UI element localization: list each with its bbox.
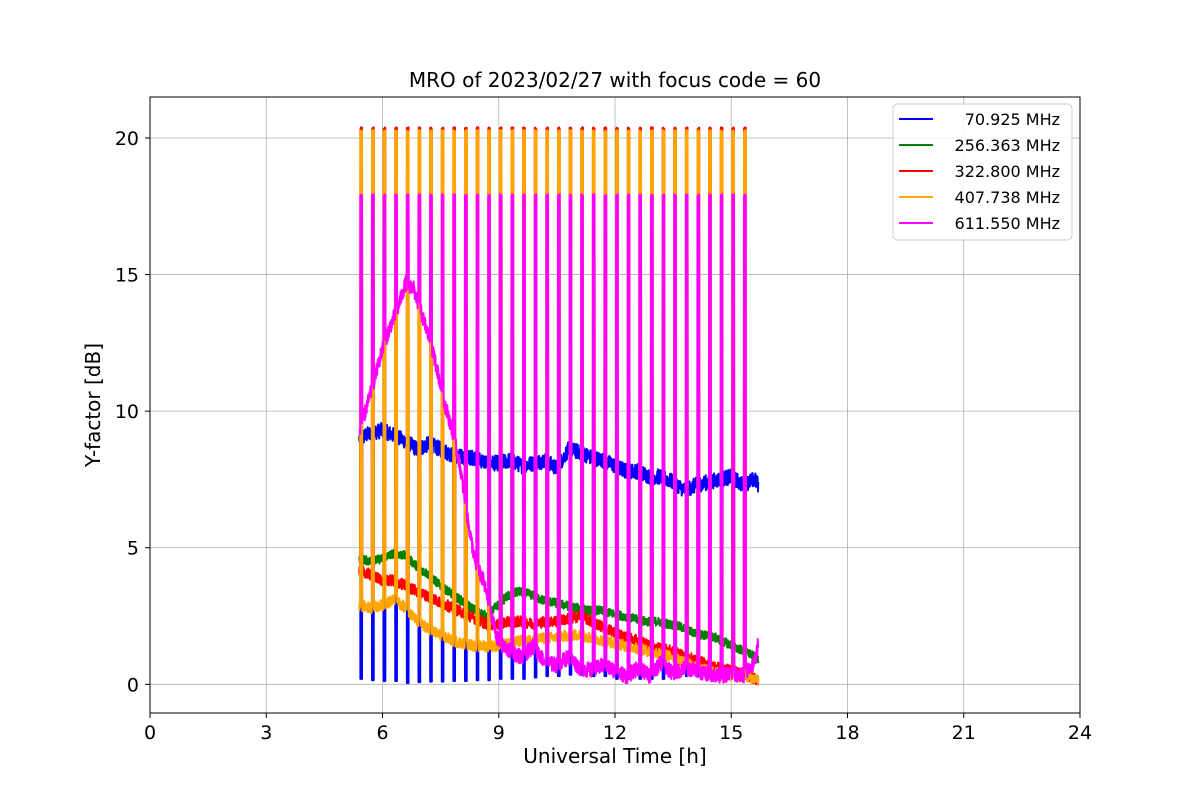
series-line-4 [358,193,760,685]
legend-label: 611.550 MHz [955,214,1060,233]
x-tick-label: 9 [493,722,505,744]
legend: 70.925 MHz 256.363 MHz 322.800 MHz 407.738 … [892,103,1073,241]
legend-label: 256.363 MHz [955,136,1060,155]
x-tick-label: 0 [144,722,156,744]
y-tick-label: 20 [115,128,139,150]
x-tick-label: 24 [1068,722,1092,744]
y-tick-label: 15 [115,265,139,287]
series-line-0 [358,422,760,684]
x-tick-label: 18 [835,722,859,744]
axis-ticks: 0 3 6 9 12 15 18 21 24 0 5 10 15 20 [115,128,1092,744]
x-tick-label: 3 [260,722,272,744]
legend-box [892,103,1073,241]
y-tick-label: 0 [127,674,139,696]
x-tick-label: 15 [719,722,743,744]
x-tick-label: 12 [603,722,627,744]
legend-label: 322.800 MHz [955,162,1060,181]
y-tick-label: 5 [127,538,139,560]
x-tick-label: 21 [952,722,976,744]
chart-title: MRO of 2023/02/27 with focus code = 60 [409,68,821,92]
legend-label: 70.925 MHz [965,110,1060,129]
x-axis-label: Universal Time [h] [523,744,706,768]
legend-label: 407.738 MHz [955,188,1060,207]
y-tick-label: 10 [115,401,139,423]
y-axis-label: Y-factor [dB] [81,343,105,468]
series-layer [358,126,760,686]
x-tick-label: 6 [376,722,388,744]
